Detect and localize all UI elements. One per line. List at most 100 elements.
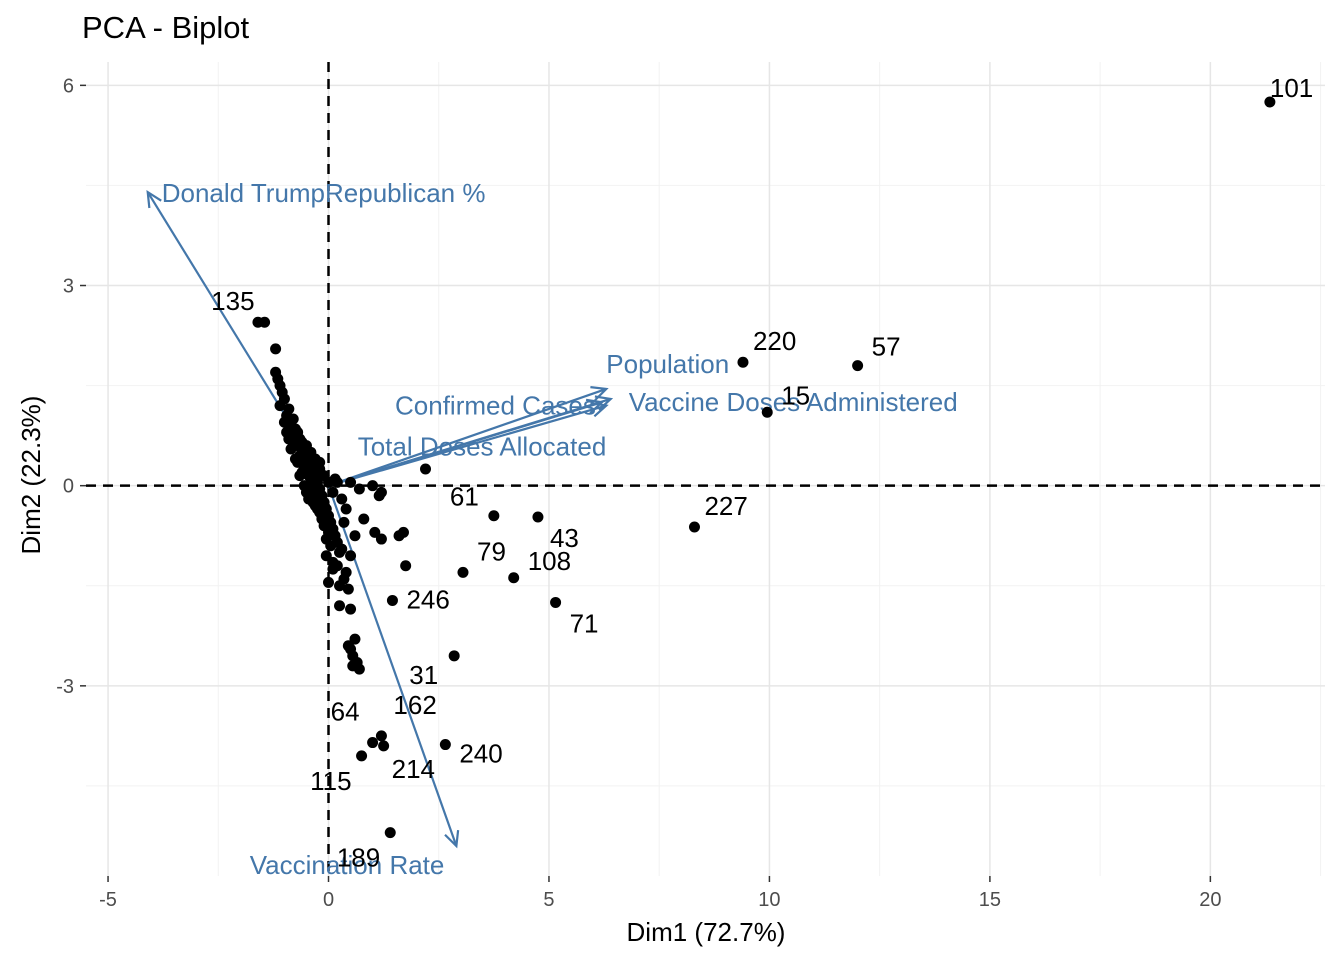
variable-label-total-doses-allocated: Total Doses Allocated: [358, 432, 607, 462]
arrow-total-doses-allocated: [328, 404, 607, 487]
y-tick-label: -3: [56, 676, 74, 698]
data-point-43: [532, 511, 544, 523]
point-label-108: 108: [528, 546, 571, 576]
arrowhead-total-doses-allocated: [590, 401, 609, 418]
point-label-189: 189: [337, 843, 380, 873]
data-point-227: [688, 521, 700, 533]
variable-label-population: Population: [606, 349, 729, 379]
point-label-240: 240: [459, 739, 502, 769]
data-point: [338, 516, 350, 528]
data-point: [420, 463, 432, 475]
data-point: [334, 546, 346, 558]
data-point-108: [508, 572, 520, 584]
variable-label-vaccination-rate: Vaccination Rate: [250, 850, 445, 880]
point-label-15: 15: [781, 380, 810, 410]
data-point-214: [378, 740, 390, 752]
data-point: [345, 476, 357, 488]
data-point: [323, 576, 335, 588]
data-point: [331, 560, 343, 572]
point-label-115: 115: [310, 766, 351, 796]
data-point: [274, 400, 286, 412]
data-point-240: [439, 739, 451, 751]
y-axis-title: Dim2 (22.3%): [16, 396, 46, 555]
variable-label-vaccine-doses-administered: Vaccine Doses Administered: [629, 387, 958, 417]
data-point: [373, 490, 385, 502]
reference-lines: [86, 62, 1325, 876]
data-point: [320, 550, 332, 562]
data-point: [327, 486, 339, 498]
data-point: [369, 526, 381, 538]
arrow-population: [328, 387, 607, 487]
data-point: [400, 560, 412, 572]
point-label-135: 135: [211, 286, 254, 316]
data-point-79: [457, 566, 469, 578]
data-point: [353, 483, 365, 495]
data-point: [345, 603, 357, 615]
data-point-189: [384, 827, 396, 839]
data-point-246: [386, 594, 398, 606]
data-point: [314, 456, 326, 468]
data-point-31: [448, 650, 460, 662]
y-tick-label: 3: [63, 276, 74, 298]
data-point-71: [550, 596, 562, 608]
y-tick-label: 6: [63, 75, 74, 97]
data-point-135: [259, 316, 271, 328]
data-point: [375, 533, 387, 545]
point-label-31: 31: [409, 660, 438, 690]
y-tick-label: 0: [63, 476, 74, 498]
data-point: [316, 510, 328, 522]
data-point: [367, 480, 379, 492]
x-tick-label: 0: [323, 889, 334, 911]
point-label-61: 61: [450, 482, 479, 512]
arrowhead-vaccination-rate: [444, 829, 460, 849]
data-point-57: [852, 360, 864, 372]
data-point: [349, 530, 361, 542]
point-label-79: 79: [477, 536, 506, 566]
data-point: [303, 470, 315, 482]
data-point: [292, 456, 304, 468]
data-point-64: [367, 737, 379, 749]
point-label-64: 64: [331, 697, 360, 727]
point-label-57: 57: [872, 332, 901, 362]
data-point-162: [375, 730, 387, 742]
data-point-115: [356, 750, 368, 762]
x-tick-label: 5: [543, 889, 554, 911]
data-point-61: [488, 510, 500, 522]
data-point: [358, 513, 370, 525]
x-tick-label: -5: [99, 889, 117, 911]
axis-ticks: -5 0 5 10 15 20 -3 0 3 6: [56, 75, 1221, 911]
data-point: [353, 663, 365, 675]
data-point: [305, 483, 317, 495]
variable-label-donald-trumprepublican: Donald TrumpRepublican %: [162, 178, 486, 208]
point-label-162: 162: [393, 690, 436, 720]
data-point: [278, 416, 290, 428]
x-tick-label: 15: [979, 889, 1001, 911]
data-point: [287, 436, 299, 448]
data-point: [325, 540, 337, 552]
point-label-246: 246: [406, 584, 449, 614]
data-point: [345, 550, 357, 562]
point-label-220: 220: [753, 326, 796, 356]
point-label-101: 101: [1270, 73, 1313, 103]
data-point: [336, 493, 348, 505]
data-point: [270, 343, 282, 355]
data-point: [281, 426, 293, 438]
chart-title: PCA - Biplot: [82, 10, 250, 45]
data-point: [349, 633, 361, 645]
x-axis-title: Dim1 (72.7%): [627, 917, 786, 947]
data-point: [342, 583, 354, 595]
point-label-43: 43: [550, 523, 579, 553]
data-point: [340, 503, 352, 515]
arrow-vaccination-rate: [327, 485, 458, 847]
point-label-227: 227: [704, 491, 747, 521]
variable-arrows: Donald TrumpRepublican % Population Confir…: [146, 178, 958, 880]
x-tick-label: 20: [1199, 889, 1221, 911]
data-point: [334, 600, 346, 612]
data-point-15: [761, 406, 773, 418]
variable-label-confirmed-cases: Confirmed Cases: [395, 390, 596, 420]
data-point-220: [737, 356, 749, 368]
data-point: [338, 573, 350, 585]
point-label-71: 71: [570, 608, 599, 638]
